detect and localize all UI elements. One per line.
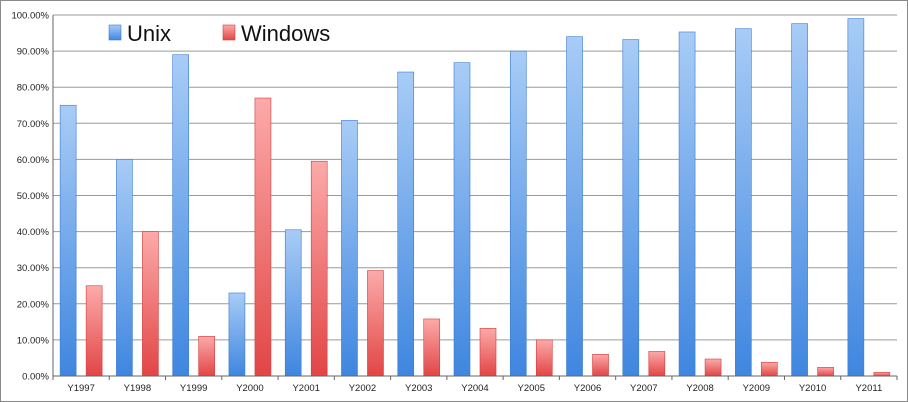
bar-unix-y2008 — [678, 31, 696, 377]
y-tick-label: 40.00% — [17, 227, 50, 238]
bars-layer — [59, 18, 891, 377]
bar-windows-y2001 — [310, 160, 328, 377]
bar-windows-y2003 — [423, 318, 441, 377]
y-tick-label: 0.00% — [22, 372, 49, 383]
y-tick-label: 50.00% — [17, 191, 50, 202]
y-tick-label: 30.00% — [17, 263, 50, 274]
y-tick-label: 10.00% — [17, 335, 50, 346]
bar-windows-y2006 — [592, 354, 609, 377]
x-tick-label: Y2009 — [743, 383, 770, 394]
bar-unix-y2002 — [341, 120, 358, 377]
legend-swatch-unix — [108, 24, 122, 41]
bar-unix-y2011 — [847, 18, 865, 377]
bar-windows-y2004 — [479, 328, 497, 377]
bar-unix-y2001 — [284, 229, 302, 377]
x-tick-label: Y2001 — [292, 383, 319, 394]
legend-label-unix: Unix — [127, 21, 171, 46]
bar-windows-y2009 — [761, 361, 778, 377]
y-tick-label: 70.00% — [17, 119, 50, 130]
x-tick-label: Y2006 — [574, 383, 601, 394]
x-tick-label: Y2011 — [855, 383, 882, 394]
x-tick-label: Y2002 — [349, 383, 376, 394]
grid-layer — [53, 14, 897, 377]
bar-unix-y1997 — [59, 104, 77, 377]
y-tick-label: 100.00% — [11, 11, 49, 22]
bar-unix-y1999 — [172, 54, 189, 377]
x-tick-label: Y1999 — [180, 383, 207, 394]
bar-unix-y2010 — [791, 23, 808, 377]
bar-windows-y2008 — [704, 358, 722, 377]
bar-unix-y2000 — [228, 292, 246, 377]
bar-unix-y2005 — [509, 50, 527, 377]
x-tick-label: Y2008 — [686, 383, 713, 394]
y-tick-label: 80.00% — [17, 83, 50, 94]
bar-unix-y2007 — [622, 39, 640, 377]
bar-windows-y2005 — [535, 339, 553, 377]
bar-unix-y2006 — [566, 36, 583, 377]
bar-windows-y2007 — [648, 351, 666, 377]
bar-unix-y2003 — [397, 71, 415, 377]
y-tick-label: 60.00% — [17, 155, 50, 166]
legend-swatch-windows — [222, 24, 236, 41]
bar-unix-y2009 — [735, 28, 752, 377]
axis-layer: 0.00% 10.00% 20.00% 30.00% 40.00% 50.00% 60.00… — [11, 11, 898, 394]
bar-windows-y1998 — [142, 231, 159, 377]
bar-windows-y2002 — [367, 270, 384, 377]
x-tick-label: Y2010 — [799, 383, 826, 394]
bar-windows-y1997 — [85, 285, 103, 377]
legend: Unix Windows — [108, 21, 330, 46]
bar-windows-y2011 — [873, 372, 891, 377]
x-tick-label: Y2000 — [236, 383, 263, 394]
bar-unix-y1998 — [116, 159, 133, 377]
y-tick-label: 20.00% — [17, 299, 50, 310]
bar-windows-y2010 — [817, 367, 834, 377]
bar-windows-y2000 — [254, 97, 272, 377]
x-tick-label: Y1998 — [124, 383, 151, 394]
x-tick-label: Y2007 — [630, 383, 657, 394]
x-tick-label: Y2003 — [405, 383, 432, 394]
bar-windows-y1999 — [198, 335, 215, 377]
x-tick-label: Y2005 — [518, 383, 545, 394]
bar-unix-y2004 — [453, 62, 471, 377]
y-tick-label: 90.00% — [17, 47, 50, 58]
x-tick-label: Y2004 — [461, 383, 488, 394]
x-tick-label: Y1997 — [67, 383, 94, 394]
legend-label-windows: Windows — [241, 21, 330, 46]
